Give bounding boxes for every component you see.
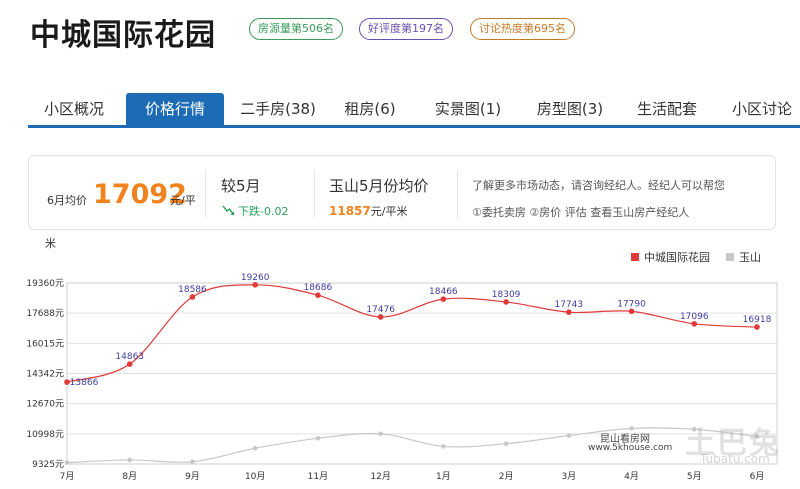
y-tick-label: 17688元 <box>26 309 64 319</box>
watermark-site: 昆山看房网 <box>600 434 650 445</box>
series-2-point <box>691 426 697 432</box>
rating-rank-badge[interactable]: 好评度第197名 <box>359 18 453 40</box>
series-2-point <box>754 434 760 439</box>
area-avg-number: 11857 <box>329 204 371 218</box>
series-1-point <box>566 309 572 315</box>
x-tick-label: 3月 <box>561 471 576 482</box>
data-label: 13866 <box>70 378 99 388</box>
tab-rental[interactable]: 租房(6) <box>344 100 396 118</box>
tab-price-trend[interactable]: 价格行情 <box>126 93 224 125</box>
x-tick-label: 7月 <box>60 471 75 482</box>
avg-price-label: 6月均价 <box>47 194 87 207</box>
data-label: 16918 <box>743 315 772 325</box>
series-1-point <box>440 296 447 302</box>
legend-item-series2[interactable]: 玉山 <box>726 249 761 265</box>
legend-swatch-gray <box>726 253 734 261</box>
data-label: 18686 <box>304 283 333 293</box>
area-avg-value: 11857元/平米 <box>329 203 407 219</box>
price-trend-chart: 19360元 17688元 16015元 14342元 12670元 10998元 9325… <box>26 273 778 482</box>
series-2-point <box>190 459 195 465</box>
divider <box>457 170 458 218</box>
data-label: 17096 <box>680 312 709 322</box>
series-2-point <box>252 445 258 451</box>
series-2-point <box>378 431 383 437</box>
legend-label-series2: 玉山 <box>739 251 761 264</box>
y-tick-label: 19360元 <box>26 279 64 289</box>
series-line-2 <box>66 427 758 464</box>
y-tick-label: 10998元 <box>26 430 64 440</box>
watermark-brand: 土巴兔 <box>685 426 781 461</box>
listing-rank-badge[interactable]: 房源量第506名 <box>249 18 343 40</box>
series-1-point <box>64 379 70 385</box>
compare-title: 较5月 <box>221 177 261 195</box>
series-1-point <box>252 282 258 288</box>
price-summary-panel: 6月均价 17092 元/平 较5月 下跌-0.02 玉山5月份均价 11857… <box>28 155 776 230</box>
agent-info-line2[interactable]: ①委托卖房 ②房价 评估 查看玉山房产经纪人 <box>472 206 690 219</box>
y-tick-label: 14342元 <box>26 370 64 380</box>
series-2-point <box>127 457 133 463</box>
avg-price-unit: 元/平 <box>170 194 196 207</box>
unit-mark: 米 <box>45 237 56 250</box>
data-label: 18309 <box>492 290 521 300</box>
series-2-point <box>441 444 446 449</box>
compare-delta-text: 下跌-0.02 <box>238 205 289 218</box>
x-tick-label: 6月 <box>750 471 765 482</box>
y-tick-label: 9325元 <box>32 460 64 470</box>
series-1-point <box>503 299 509 305</box>
y-tick-label: 12670元 <box>26 400 64 410</box>
data-label: 14863 <box>115 352 144 362</box>
legend-swatch-red <box>631 253 639 261</box>
tab-amenities[interactable]: 生活配套 <box>636 100 697 118</box>
divider <box>205 170 206 218</box>
x-tick-label: 1月 <box>436 471 451 482</box>
series-2-point <box>315 435 321 441</box>
x-tick-label: 10月 <box>245 471 265 482</box>
tab-floor-plans[interactable]: 房型图(3) <box>536 100 604 118</box>
series-1-point <box>754 324 760 330</box>
series-1-point <box>126 361 133 367</box>
tab-photos[interactable]: 实景图(1) <box>434 100 502 118</box>
tab-bar: 小区概况 价格行情 二手房(38) 租房(6) 实景图(1) 房型图(3) 生活… <box>28 93 800 128</box>
watermark-brand-url: Tubatu.com <box>700 452 770 466</box>
x-tick-label: 4月 <box>624 471 639 482</box>
x-tick-label: 11月 <box>308 471 328 482</box>
series-1-point <box>628 308 635 315</box>
area-avg-title: 玉山5月份均价 <box>329 177 429 195</box>
avg-price-value: 17092 <box>93 179 187 210</box>
data-label: 18586 <box>178 285 207 295</box>
data-label: 19260 <box>241 273 270 283</box>
data-label: 17476 <box>366 305 395 315</box>
y-tick-label: 16015元 <box>26 339 64 349</box>
x-tick-label: 5月 <box>687 471 702 482</box>
series-2-point <box>629 426 634 431</box>
data-label: 17743 <box>554 300 583 310</box>
x-tick-label: 12月 <box>370 471 390 482</box>
x-tick-label: 8月 <box>122 471 137 482</box>
tab-overview[interactable]: 小区概况 <box>43 100 104 118</box>
series-2-point <box>566 433 572 438</box>
series-1-point <box>315 292 321 298</box>
compare-delta: 下跌-0.02 <box>222 203 288 219</box>
divider <box>314 170 315 218</box>
watermark-url: www.5khouse.com <box>588 443 673 453</box>
series-1-point <box>189 294 196 300</box>
series-1-point <box>691 321 698 327</box>
series-line-1 <box>66 284 758 383</box>
data-label: 18466 <box>429 287 458 297</box>
discussion-rank-badge[interactable]: 讨论热度第695名 <box>470 18 575 40</box>
series-2-point <box>503 441 509 447</box>
tab-second-hand[interactable]: 二手房(38) <box>240 100 316 118</box>
x-tick-label: 9月 <box>185 471 200 482</box>
series-1-point <box>377 314 384 320</box>
page-title: 中城国际花园 <box>30 18 216 53</box>
area-avg-unit: 元/平米 <box>370 205 408 218</box>
data-label: 17790 <box>617 299 646 309</box>
legend-label-series1: 中城国际花园 <box>644 251 710 264</box>
trend-down-icon <box>222 205 235 216</box>
legend-item-series1[interactable]: 中城国际花园 <box>631 249 710 265</box>
agent-info-line1: 了解更多市场动态，请咨询经纪人。经纪人可以帮您 <box>472 179 725 192</box>
x-tick-label: 2月 <box>499 471 514 482</box>
tab-discussion[interactable]: 小区讨论 <box>731 100 792 118</box>
series-2-point <box>64 460 70 465</box>
